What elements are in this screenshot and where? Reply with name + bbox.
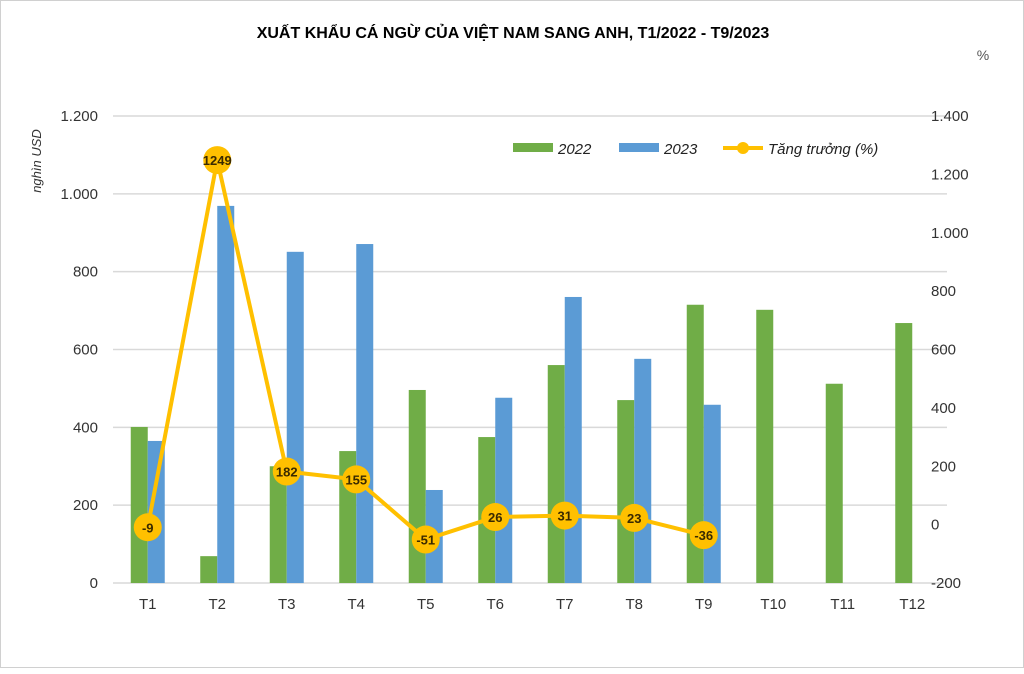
legend-swatch-2023 [619,143,659,152]
chart-title: XUẤT KHẨU CÁ NGỪ CỦA VIỆT NAM SANG ANH, … [257,23,770,42]
bar-2023-T1 [147,440,165,583]
x-tick-label: T4 [347,596,365,613]
growth-marker [203,146,232,175]
x-tick-label: T8 [625,596,643,613]
growth-marker [133,513,162,542]
growth-marker [481,503,510,532]
bar-2022-T7 [547,365,565,583]
growth-data-label: -36 [694,528,713,543]
y-tick-label: 200 [73,497,98,514]
bar-2023-T2 [217,205,235,583]
growth-data-label: -9 [142,520,154,535]
x-tick-label: T12 [899,596,925,613]
x-tick-label: T10 [760,596,786,613]
y2-tick-label: 1.000 [931,225,969,242]
y2-axis-label: % [977,47,989,63]
growth-data-label: 1249 [203,153,232,168]
bar-2022-T8 [617,400,635,583]
growth-marker [550,501,579,530]
x-tick-label: T9 [695,596,713,613]
x-tick-label: T2 [208,596,226,613]
x-tick-label: T3 [278,596,296,613]
growth-marker [342,465,371,494]
y-tick-label: 800 [73,264,98,281]
bar-2022-T10 [756,309,774,583]
bar-2022-T2 [200,556,218,583]
y2-tick-label: 0 [931,517,939,534]
x-tick-label: T6 [486,596,504,613]
growth-data-label: 31 [558,509,572,524]
y-axis-label: nghìn USD [29,129,44,193]
x-tick-label: T11 [830,596,855,613]
growth-data-label: -51 [416,533,435,548]
growth-marker [620,503,649,532]
y2-tick-label: 200 [931,458,956,475]
bar-2022-T11 [825,383,843,583]
legend-label-2023: 2023 [663,141,698,158]
legend-marker-growth [737,142,749,154]
bar-2023-T7 [564,296,582,583]
legend: 2022 2023 Tăng trưởng (%) [513,141,878,158]
y-tick-label: 1.000 [60,186,98,203]
y-tick-label: 600 [73,342,98,359]
bar-2023-T9 [703,404,721,583]
bar-2022-T3 [269,466,287,583]
growth-data-label: 26 [488,510,502,525]
y2-tick-label: 600 [931,342,956,359]
bar-2023-T6 [495,397,513,583]
growth-data-label: 23 [627,511,641,526]
growth-marker [272,457,301,486]
x-tick-label: T5 [417,596,435,613]
growth-marker [411,525,440,554]
bar-2022-T9 [686,304,704,583]
bar-2022-T5 [408,389,426,583]
growth-data-label: 182 [276,465,298,480]
legend-label-2022: 2022 [557,141,592,158]
bar-2023-T8 [634,358,652,583]
bar-2022-T12 [895,323,913,583]
y2-tick-label: 400 [931,400,956,417]
legend-swatch-2022 [513,143,553,152]
y-tick-label: 0 [90,575,98,592]
y-tick-label: 1.200 [60,108,98,125]
bar-2023-T3 [286,251,304,584]
growth-data-label: 155 [345,472,367,487]
bar-2022-T1 [130,426,148,583]
growth-marker [689,521,718,550]
x-tick-label: T7 [556,596,574,613]
y2-tick-label: 1.200 [931,166,969,183]
y2-tick-label: -200 [931,575,961,592]
legend-label-growth: Tăng trưởng (%) [768,141,878,158]
y2-tick-label: 1.400 [931,108,969,125]
x-tick-label: T1 [139,596,157,613]
y-tick-label: 400 [73,419,98,436]
y2-tick-label: 800 [931,283,956,300]
bar-2023-T4 [356,244,374,583]
